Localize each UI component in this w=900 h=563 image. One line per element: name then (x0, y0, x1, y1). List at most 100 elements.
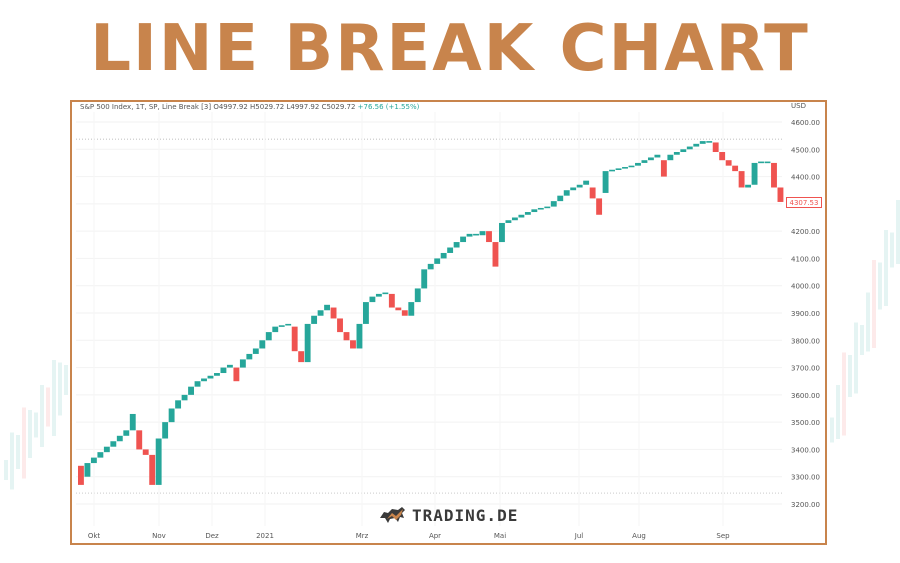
line-break-brick (375, 293, 382, 297)
background-candle (40, 385, 44, 447)
symbol-label: S&P 500 Index, 1T, SP, Line Break [3] (80, 103, 212, 111)
background-candle (52, 360, 56, 436)
line-break-brick (563, 190, 570, 196)
line-break-brick (356, 323, 363, 349)
line-break-brick (693, 143, 700, 147)
background-candle (890, 232, 894, 268)
line-break-brick (725, 160, 732, 166)
line-break-brick (453, 242, 460, 248)
logo-text: TRADING.DE (412, 505, 519, 525)
line-break-brick (440, 252, 447, 259)
background-candle (836, 385, 840, 439)
background-candle (884, 230, 888, 306)
x-tick-label: Okt (88, 532, 101, 540)
line-break-brick (324, 304, 331, 311)
line-break-brick (388, 293, 395, 308)
line-break-brick (505, 220, 512, 223)
line-break-brick (330, 307, 337, 319)
current-price-badge: 4307.53 (786, 197, 822, 208)
line-break-brick (285, 323, 292, 326)
line-break-brick (686, 146, 693, 150)
line-break-brick (596, 198, 603, 215)
line-break-brick (635, 162, 641, 166)
line-break-brick (298, 351, 305, 363)
line-break-brick (201, 378, 207, 382)
x-tick-label: 2021 (256, 532, 274, 540)
line-break-brick (486, 231, 492, 243)
line-break-brick (233, 367, 240, 382)
line-break-brick (110, 441, 117, 447)
background-candle (830, 417, 834, 443)
line-break-brick (136, 430, 143, 450)
chart-frame (70, 100, 827, 545)
line-break-brick (434, 258, 441, 264)
line-break-brick (622, 167, 628, 169)
background-candle (16, 435, 20, 469)
background-candle (842, 352, 846, 436)
line-break-brick (680, 149, 687, 153)
line-break-chart[interactable]: 3200.00 3300.00 3400.00 3500.00 3600.00 3700.… (70, 100, 827, 545)
line-break-brick (226, 364, 233, 368)
line-break-brick (427, 263, 434, 270)
line-break-brick (777, 187, 784, 202)
background-candle (22, 407, 26, 479)
line-break-brick (272, 326, 279, 333)
background-candle (848, 355, 852, 397)
line-break-brick (97, 452, 104, 458)
x-tick-label: Nov (152, 532, 166, 540)
line-break-brick (123, 430, 130, 436)
background-candle (64, 365, 68, 395)
line-break-brick (531, 209, 538, 213)
line-break-brick (524, 212, 531, 215)
background-candle (860, 325, 864, 355)
line-break-brick (278, 325, 285, 327)
line-break-brick (194, 381, 201, 387)
line-break-brick (654, 154, 661, 158)
y-tick-label: 4500.00 (791, 146, 820, 154)
line-break-brick (311, 315, 318, 324)
x-tick-label: Mai (494, 532, 506, 540)
line-break-brick (660, 160, 667, 177)
line-break-brick (421, 269, 428, 289)
page-headline: LINE BREAK CHART (90, 12, 810, 86)
line-break-brick (764, 161, 771, 164)
line-break-brick (667, 154, 674, 161)
line-break-brick (447, 247, 454, 253)
line-break-brick (699, 141, 706, 144)
y-tick-label: 3400.00 (791, 446, 820, 454)
line-break-brick (259, 340, 266, 349)
line-break-brick (550, 201, 557, 207)
line-break-brick (78, 465, 84, 485)
line-break-brick (628, 165, 635, 168)
background-candle (46, 387, 50, 427)
y-tick-label: 3700.00 (791, 365, 820, 373)
line-break-brick (479, 231, 486, 236)
line-break-brick (408, 302, 415, 316)
y-tick-label: 4400.00 (791, 174, 820, 182)
line-break-brick (175, 400, 182, 409)
line-break-brick (207, 375, 214, 379)
line-break-brick (181, 394, 188, 401)
y-tick-label: 4000.00 (791, 283, 820, 291)
line-break-brick (570, 187, 577, 191)
y-tick-label: 3200.00 (791, 501, 820, 509)
line-break-brick (576, 184, 583, 188)
x-tick-label: Aug (632, 532, 646, 540)
y-tick-label: 3300.00 (791, 474, 820, 482)
line-break-brick (518, 214, 525, 218)
line-break-brick (362, 302, 369, 324)
line-break-brick (188, 386, 194, 395)
line-break-brick (615, 168, 622, 170)
background-candle (896, 200, 900, 264)
line-break-brick (537, 207, 544, 210)
background-candle (4, 460, 8, 480)
background-candle (10, 432, 14, 490)
line-break-brick (712, 142, 719, 153)
line-break-brick (745, 184, 752, 188)
line-break-brick (116, 435, 123, 442)
line-break-brick (84, 463, 91, 477)
line-break-brick (317, 310, 324, 316)
y-tick-label: 3500.00 (791, 419, 820, 427)
line-break-brick (239, 359, 246, 368)
line-break-brick (706, 141, 713, 143)
